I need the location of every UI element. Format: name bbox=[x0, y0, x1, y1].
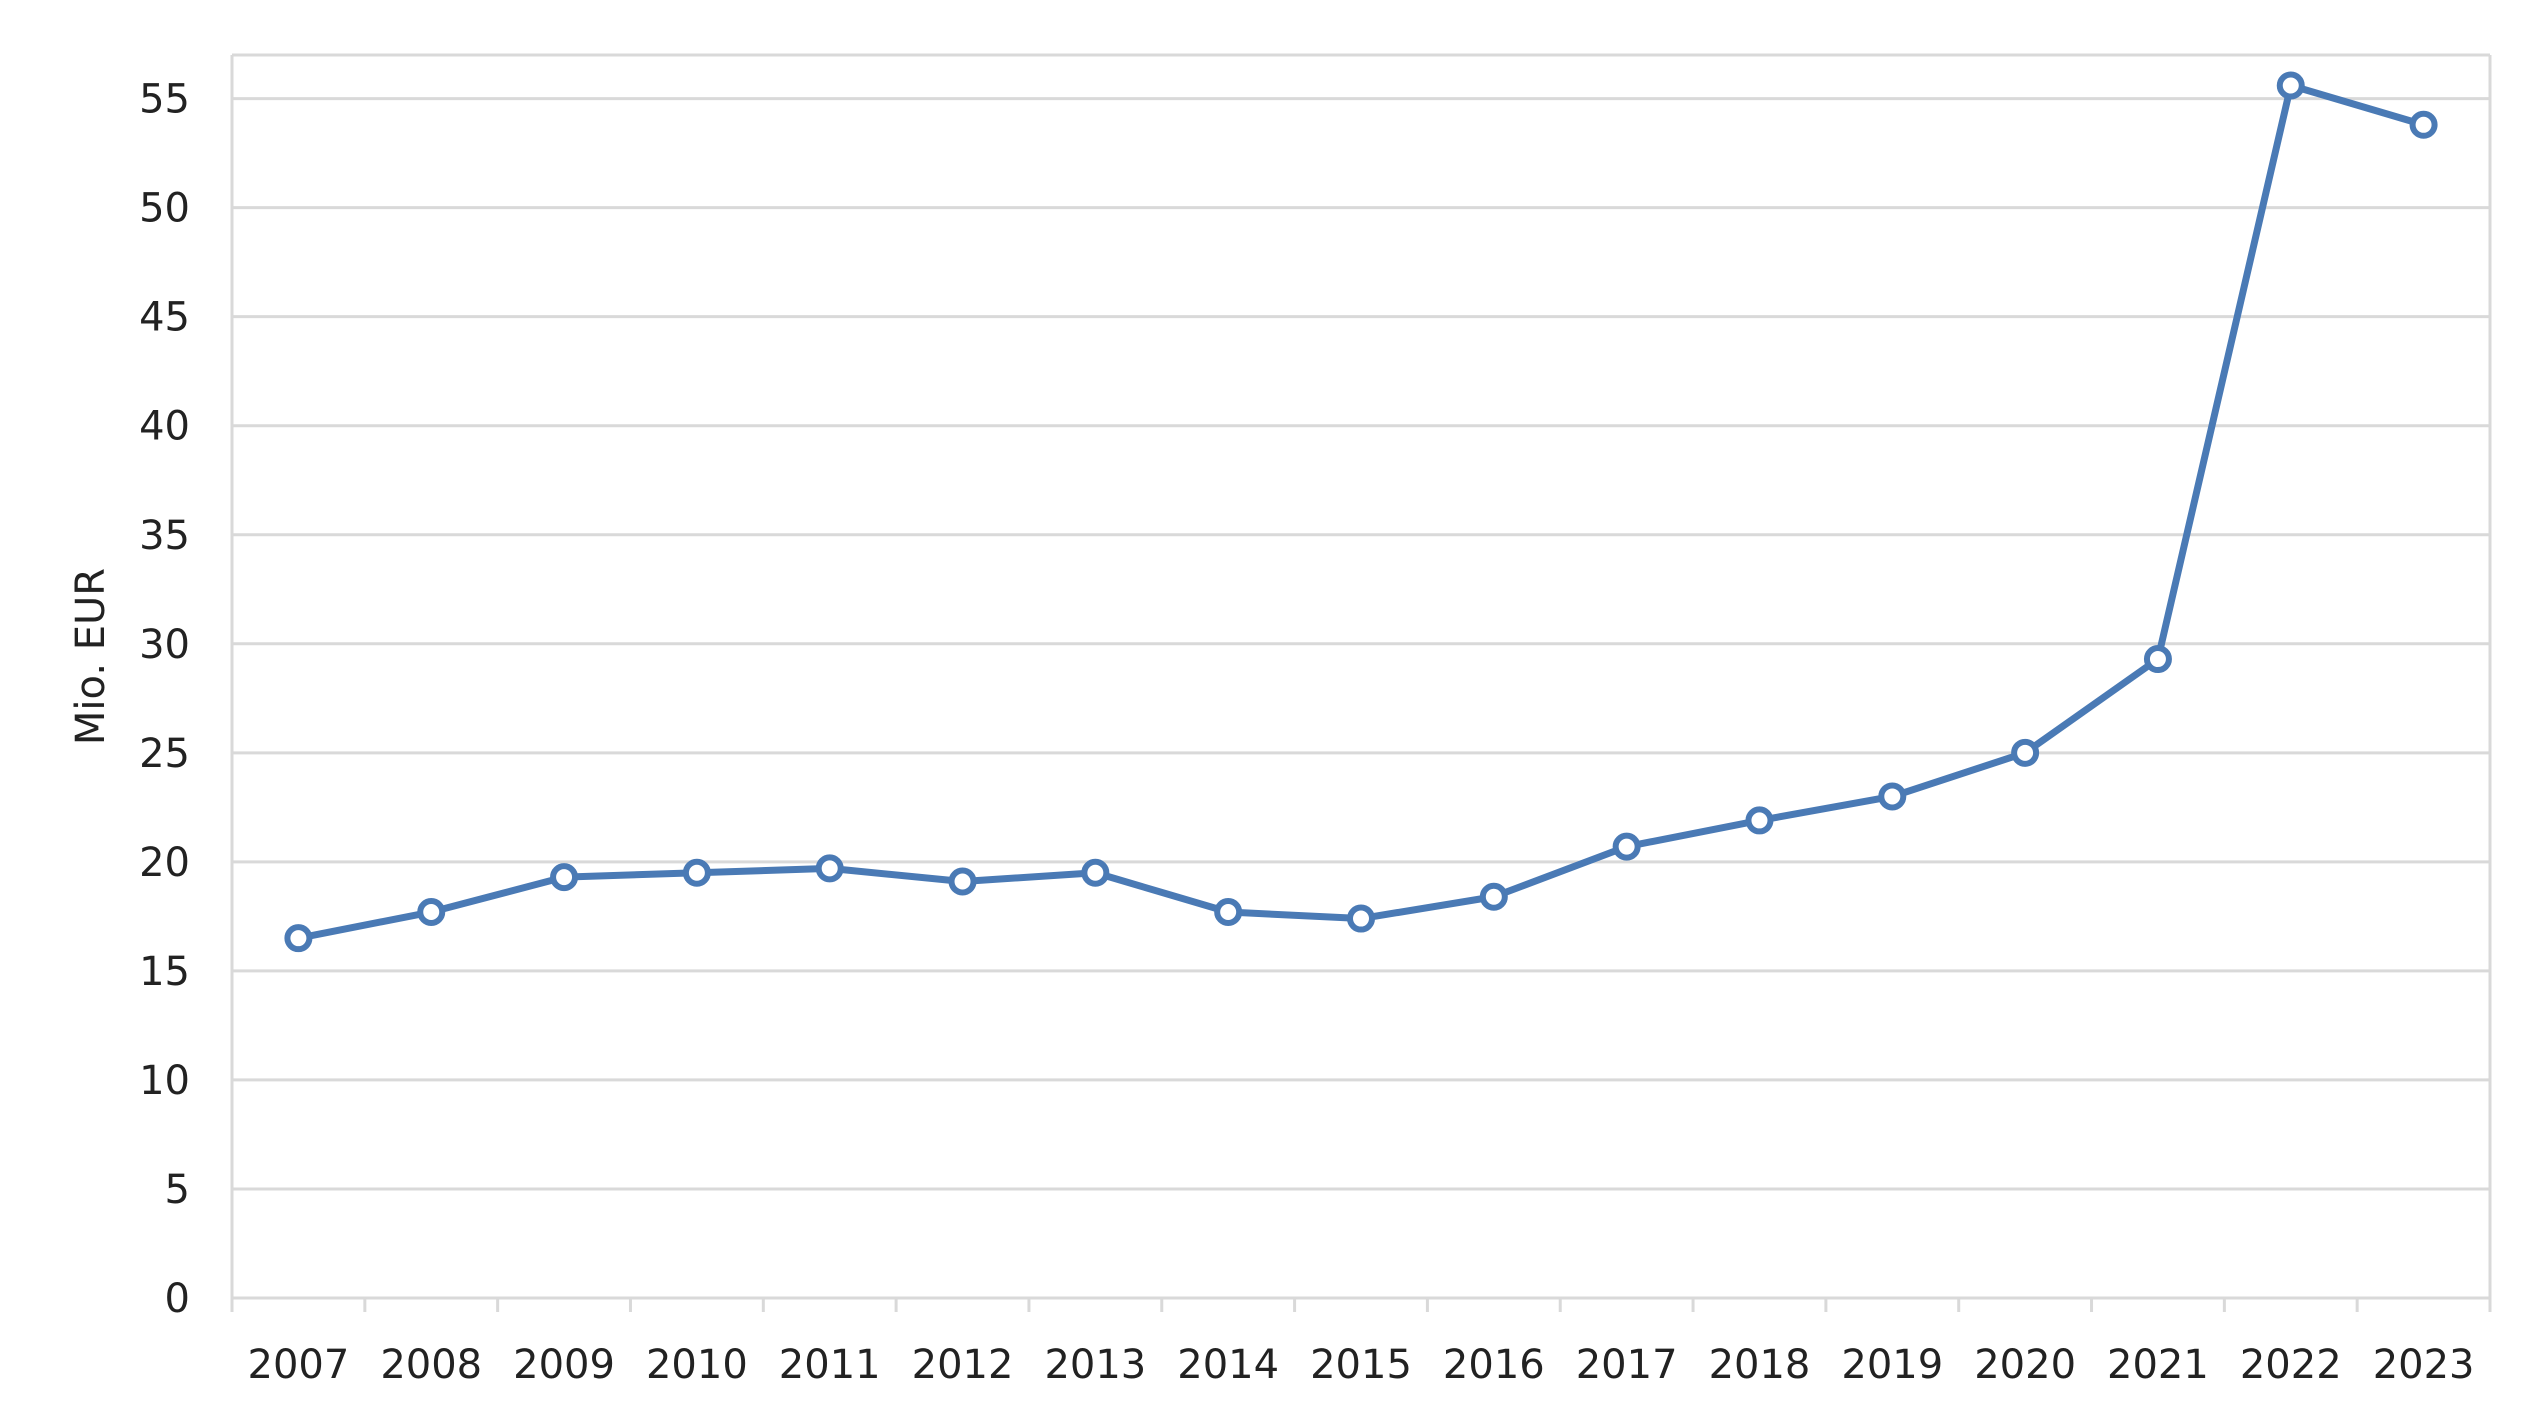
x-tick-label: 2010 bbox=[646, 1342, 748, 1388]
x-tick-label: 2020 bbox=[1974, 1342, 2076, 1388]
data-point-2021 bbox=[2143, 645, 2172, 674]
y-tick-label: 25 bbox=[139, 731, 190, 777]
x-tick-label: 2009 bbox=[513, 1342, 615, 1388]
x-tick-labels: 2007 2008 2009 2010 2011 2012 2013 2014 2015 2016… bbox=[248, 1342, 2475, 1388]
data-point-2022 bbox=[2276, 71, 2305, 100]
x-tick-label: 2014 bbox=[1177, 1342, 1279, 1388]
y-tick-label: 20 bbox=[139, 840, 190, 886]
x-tick-label: 2018 bbox=[1709, 1342, 1811, 1388]
data-point-2016 bbox=[1479, 882, 1508, 911]
y-tick-label: 45 bbox=[139, 295, 190, 341]
data-point-2017 bbox=[1612, 832, 1641, 861]
data-point-2009 bbox=[550, 863, 579, 892]
y-tick-label: 0 bbox=[165, 1276, 190, 1322]
x-tick-label: 2012 bbox=[912, 1342, 1014, 1388]
data-point-2020 bbox=[2011, 738, 2040, 767]
data-point-2012 bbox=[948, 867, 977, 896]
x-tick-label: 2011 bbox=[779, 1342, 881, 1388]
x-tick-label: 2022 bbox=[2240, 1342, 2342, 1388]
x-tick-label: 2021 bbox=[2107, 1342, 2209, 1388]
y-tick-label: 15 bbox=[139, 949, 190, 995]
data-point-2014 bbox=[1214, 898, 1243, 927]
x-tick-label: 2017 bbox=[1576, 1342, 1678, 1388]
y-tick-label: 5 bbox=[165, 1167, 190, 1213]
y-tick-labels: 0 5 10 15 20 25 30 35 40 45 50 55 bbox=[139, 77, 190, 1322]
data-point-2010 bbox=[682, 858, 711, 887]
x-tick-label: 2023 bbox=[2373, 1342, 2475, 1388]
series-line bbox=[294, 82, 2428, 942]
axes-layer bbox=[230, 53, 2492, 1312]
y-tick-label: 40 bbox=[139, 404, 190, 450]
x-tick-label: 2013 bbox=[1044, 1342, 1146, 1388]
x-tick-label: 2007 bbox=[248, 1342, 350, 1388]
y-axis-title: Mio. EUR bbox=[68, 568, 114, 745]
x-tick-label: 2008 bbox=[380, 1342, 482, 1388]
data-point-2019 bbox=[1878, 782, 1907, 811]
x-tick-label: 2016 bbox=[1443, 1342, 1545, 1388]
y-tick-label: 35 bbox=[139, 513, 190, 559]
data-point-2008 bbox=[417, 898, 446, 927]
grid-layer bbox=[232, 97, 2490, 1191]
y-tick-label: 10 bbox=[139, 1058, 190, 1104]
series-layer bbox=[284, 71, 2438, 953]
data-point-2013 bbox=[1081, 858, 1110, 887]
data-point-2011 bbox=[815, 854, 844, 883]
y-tick-label: 55 bbox=[139, 77, 190, 123]
y-tick-label: 30 bbox=[139, 622, 190, 668]
data-point-2015 bbox=[1347, 904, 1375, 933]
data-point-2007 bbox=[284, 924, 313, 953]
x-tick-label: 2019 bbox=[1841, 1342, 1943, 1388]
data-point-2023 bbox=[2409, 110, 2438, 139]
data-point-2018 bbox=[1745, 806, 1774, 835]
x-tick-label: 2015 bbox=[1310, 1342, 1412, 1388]
y-tick-label: 50 bbox=[139, 186, 190, 232]
